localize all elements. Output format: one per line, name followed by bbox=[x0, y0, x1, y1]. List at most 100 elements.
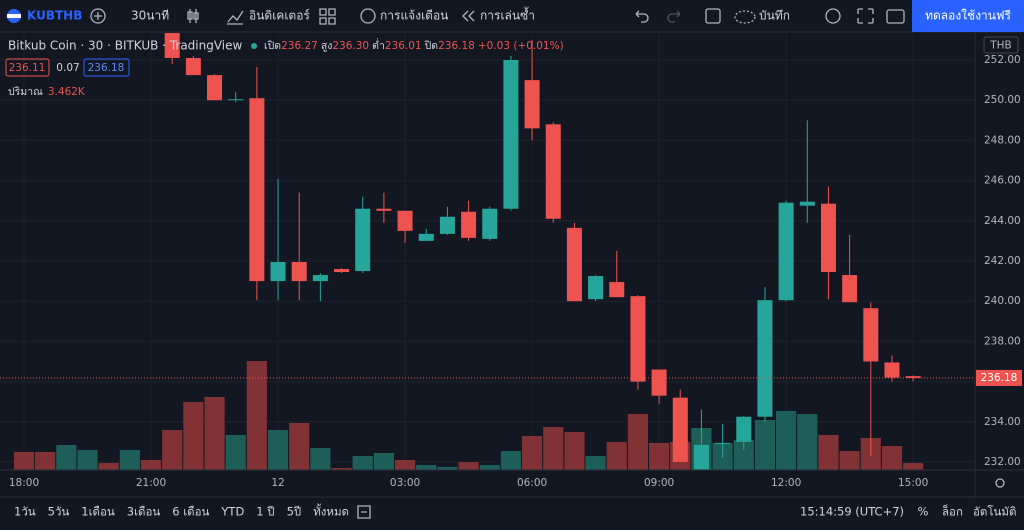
range-button[interactable]: 1เดือน bbox=[81, 505, 115, 519]
volume-bar bbox=[35, 452, 56, 470]
range-button[interactable]: 1วัน bbox=[14, 505, 36, 519]
redo-icon[interactable] bbox=[667, 10, 681, 23]
y-tick-label: 242.00 bbox=[984, 255, 1021, 267]
currency-box[interactable] bbox=[983, 36, 1019, 54]
range-buttons: 1วัน 5วัน 1เดือน 3เดือน 6 เดือน YTD 1 ปี 5ปี ทั้… bbox=[14, 504, 349, 519]
candle-body bbox=[270, 261, 286, 282]
volume-bar bbox=[289, 423, 310, 470]
alerts-button[interactable]: การแจ้งเตือน bbox=[380, 9, 448, 23]
settings-icon[interactable] bbox=[825, 8, 841, 24]
date-range-icon[interactable] bbox=[357, 505, 371, 519]
undo-icon[interactable] bbox=[635, 10, 649, 23]
candle-body bbox=[228, 99, 244, 101]
top-toolbar bbox=[0, 0, 1024, 32]
candle-body bbox=[820, 203, 836, 273]
fullscreen-icon[interactable] bbox=[705, 8, 721, 24]
add-icon[interactable] bbox=[90, 8, 106, 24]
trial-button-bg[interactable] bbox=[912, 0, 1024, 32]
ask-box[interactable] bbox=[83, 58, 130, 77]
range-button[interactable]: ทั้งหมด bbox=[313, 504, 349, 519]
grid bbox=[0, 33, 975, 470]
volume-bar bbox=[543, 427, 564, 470]
chart-title: Bitkub Coin · 30 · BITKUB · TradingView bbox=[8, 39, 243, 53]
candle-body bbox=[503, 60, 519, 209]
candle-body bbox=[164, 33, 180, 59]
x-tick-label: 12:00 bbox=[771, 477, 801, 489]
currency[interactable]: THB bbox=[989, 40, 1012, 52]
volume-bar bbox=[649, 443, 670, 470]
indicators-button[interactable]: อินดิเคเตอร์ bbox=[249, 9, 310, 23]
candle-body bbox=[757, 300, 773, 417]
symbol[interactable]: KUBTHB bbox=[27, 9, 82, 23]
volume-bar bbox=[521, 436, 543, 470]
last-price-box bbox=[976, 369, 1022, 386]
range-button[interactable]: 3เดือน bbox=[127, 505, 161, 519]
range-button[interactable]: 5ปี bbox=[287, 505, 302, 519]
status-dot bbox=[251, 43, 257, 49]
trial-button[interactable]: ทดลองใช้งานฟรี bbox=[925, 9, 1011, 23]
interval[interactable]: 30นาที bbox=[131, 9, 169, 23]
volume-bar bbox=[267, 430, 289, 470]
bid[interactable]: 236.11 bbox=[9, 62, 46, 74]
volume-bar bbox=[394, 460, 416, 470]
candle-body bbox=[715, 442, 731, 444]
candle-body bbox=[693, 444, 709, 470]
volume-bar bbox=[500, 451, 521, 470]
x-tick-label: 21:00 bbox=[136, 477, 166, 489]
candle-body bbox=[609, 282, 625, 298]
volume-legend: ปริมาณ 3.462K bbox=[8, 86, 86, 98]
bid-box[interactable] bbox=[5, 58, 50, 77]
replay-button[interactable]: การเล่นซ้ำ bbox=[480, 7, 535, 23]
percent-button[interactable]: % bbox=[918, 505, 929, 519]
candle-body bbox=[524, 80, 540, 129]
price-axis bbox=[975, 33, 1024, 497]
expand-icon[interactable] bbox=[857, 8, 874, 24]
range-button[interactable]: 1 ปี bbox=[256, 505, 274, 519]
volume-bar bbox=[606, 442, 627, 470]
snapshot-icon[interactable] bbox=[886, 9, 905, 24]
label: ต่ำ bbox=[372, 38, 385, 52]
volume-bar bbox=[310, 448, 331, 470]
volume-bar bbox=[183, 402, 204, 470]
y-tick-label: 232.00 bbox=[984, 456, 1021, 468]
candle-body bbox=[905, 376, 921, 378]
volume-bar bbox=[331, 468, 352, 470]
volume-bar bbox=[416, 465, 437, 470]
range-button[interactable]: 6 เดือน bbox=[172, 505, 209, 519]
volume-bar bbox=[797, 414, 818, 470]
range-button[interactable]: 5วัน bbox=[48, 505, 70, 519]
clock: 15:14:59 (UTC+7) bbox=[800, 505, 904, 519]
candle-body bbox=[397, 210, 413, 231]
log-button[interactable]: ล็อก bbox=[942, 504, 963, 519]
price-pane bbox=[0, 33, 975, 470]
high-value: 236.30 bbox=[332, 40, 369, 52]
x-tick-label: 15:00 bbox=[898, 477, 928, 489]
candle-body bbox=[799, 201, 815, 206]
axis-settings-icon[interactable] bbox=[995, 478, 1005, 488]
candle-body bbox=[249, 98, 265, 282]
chart-type-icon[interactable] bbox=[187, 9, 199, 23]
label: สูง bbox=[321, 40, 333, 52]
y-tick-label: 240.00 bbox=[984, 295, 1021, 307]
candle-body bbox=[482, 208, 498, 239]
x-tick-label: 03:00 bbox=[390, 477, 420, 489]
volume-bar bbox=[479, 465, 500, 470]
replay-icon bbox=[462, 10, 475, 22]
save-button[interactable]: บันทึก bbox=[759, 9, 790, 23]
axis-labels: 232.00234.00236.00238.00240.00242.00244.… bbox=[9, 54, 1022, 489]
volume-value: 3.462K bbox=[48, 86, 86, 98]
candle-body bbox=[376, 208, 392, 211]
candle-body bbox=[207, 75, 223, 101]
candle-body bbox=[461, 211, 477, 238]
volume-bar bbox=[119, 450, 140, 470]
range-button[interactable]: YTD bbox=[220, 505, 244, 519]
volume-bar bbox=[204, 397, 225, 470]
layout-icon[interactable] bbox=[319, 8, 336, 25]
auto-button[interactable]: อัตโนมัติ bbox=[973, 505, 1016, 519]
candle-body bbox=[185, 58, 201, 76]
ask[interactable]: 236.18 bbox=[88, 62, 125, 74]
volume-bar bbox=[13, 452, 35, 470]
volume-bar bbox=[458, 462, 479, 470]
cloud-icon bbox=[734, 10, 756, 24]
volume-bar bbox=[564, 432, 585, 470]
